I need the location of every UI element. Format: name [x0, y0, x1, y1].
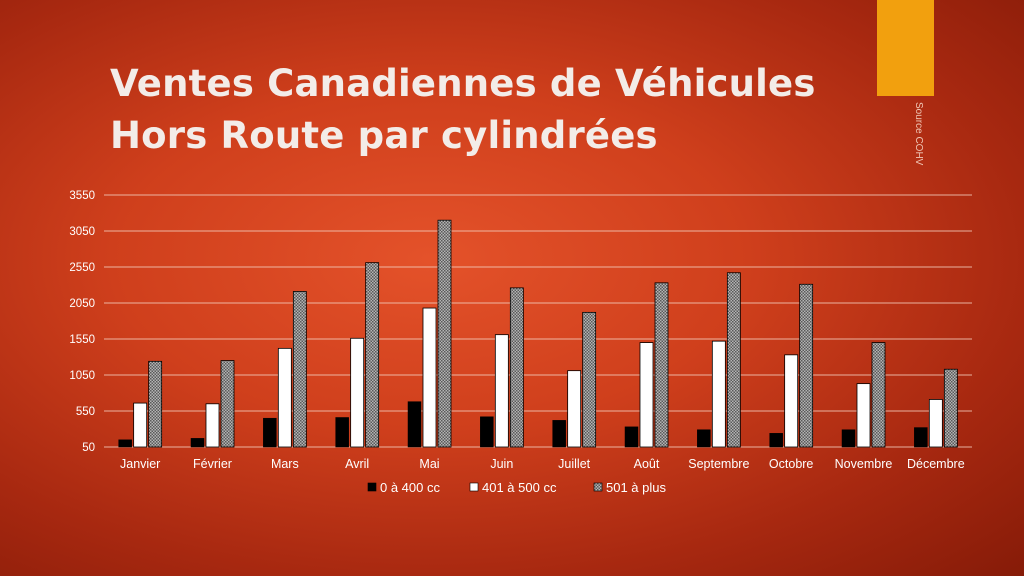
bar-401-500cc: [494, 334, 509, 448]
x-tick-label: Mai: [419, 457, 439, 471]
bar-401-500cc: [277, 347, 292, 448]
x-tick-label: Décembre: [907, 457, 965, 471]
bar-0-400cc: [480, 416, 494, 448]
bar-501-plus: [365, 262, 380, 448]
x-tick-label: Novembre: [835, 457, 893, 471]
bar-401-500cc: [639, 342, 654, 448]
y-tick-label: 1050: [69, 370, 95, 382]
x-tick-label: Août: [634, 457, 660, 471]
bar-0-400cc: [118, 439, 132, 448]
y-tick-label: 3550: [69, 190, 95, 202]
title-line-1: Ventes Canadiennes de Véhicules: [110, 62, 816, 105]
bar-0-400cc: [769, 433, 783, 448]
bar-401-500cc: [567, 370, 582, 448]
bar-501-plus: [437, 219, 452, 448]
x-tick-label: Juillet: [558, 457, 590, 471]
y-tick-label: 3050: [69, 226, 95, 238]
bar-0-400cc: [190, 438, 205, 448]
bar-401-500cc: [350, 337, 365, 448]
x-tick-label: Avril: [345, 457, 369, 471]
bar-501-plus: [943, 368, 958, 448]
bar-501-plus: [509, 287, 524, 448]
x-tick-label: Septembre: [688, 457, 749, 471]
bar-401-500cc: [784, 354, 799, 448]
bar-501-plus: [799, 283, 814, 448]
bar-401-500cc: [205, 403, 220, 448]
bar-401-500cc: [856, 383, 871, 448]
bar-401-500cc: [928, 399, 943, 448]
bar-501-plus: [220, 360, 235, 448]
legend-swatch: [593, 482, 603, 492]
bar-501-plus: [726, 272, 741, 448]
bar-401-500cc: [711, 340, 726, 448]
legend-label: 0 à 400 cc: [380, 480, 440, 495]
x-tick-label: Janvier: [120, 457, 160, 471]
bar-0-400cc: [697, 429, 711, 448]
x-tick-label: Mars: [271, 457, 299, 471]
bar-501-plus: [871, 342, 886, 448]
source-note: Source COHV: [913, 102, 924, 166]
bar-0-400cc: [552, 420, 566, 448]
bar-0-400cc: [914, 427, 928, 448]
y-tick-label: 1550: [69, 334, 95, 346]
bar-0-400cc: [841, 429, 856, 448]
y-tick-label: 2550: [69, 262, 95, 274]
bar-501-plus: [292, 291, 307, 448]
legend-swatch: [367, 482, 377, 492]
bar-0-400cc: [263, 417, 277, 448]
x-tick-label: Juin: [490, 457, 513, 471]
bar-0-400cc: [335, 417, 349, 448]
y-tick-label: 550: [76, 406, 95, 418]
legend-label: 401 à 500 cc: [482, 480, 557, 495]
accent-tab: [877, 0, 934, 96]
bar-501-plus: [148, 360, 163, 448]
x-tick-label: Octobre: [769, 457, 814, 471]
bar-0-400cc: [407, 401, 422, 448]
bar-0-400cc: [624, 426, 639, 448]
bar-401-500cc: [133, 402, 148, 448]
bar-501-plus: [654, 282, 669, 448]
y-tick-label: 50: [82, 442, 95, 454]
bar-401-500cc: [422, 307, 437, 448]
bar-501-plus: [582, 311, 597, 448]
legend-swatch: [469, 482, 479, 492]
title-line-2: Hors Route par cylindrées: [110, 114, 658, 157]
y-tick-label: 2050: [69, 298, 95, 310]
legend-label: 501 à plus: [606, 480, 666, 495]
slide-title: Ventes Canadiennes de Véhicules Hors Rou…: [110, 58, 880, 162]
x-tick-label: Février: [193, 457, 232, 471]
